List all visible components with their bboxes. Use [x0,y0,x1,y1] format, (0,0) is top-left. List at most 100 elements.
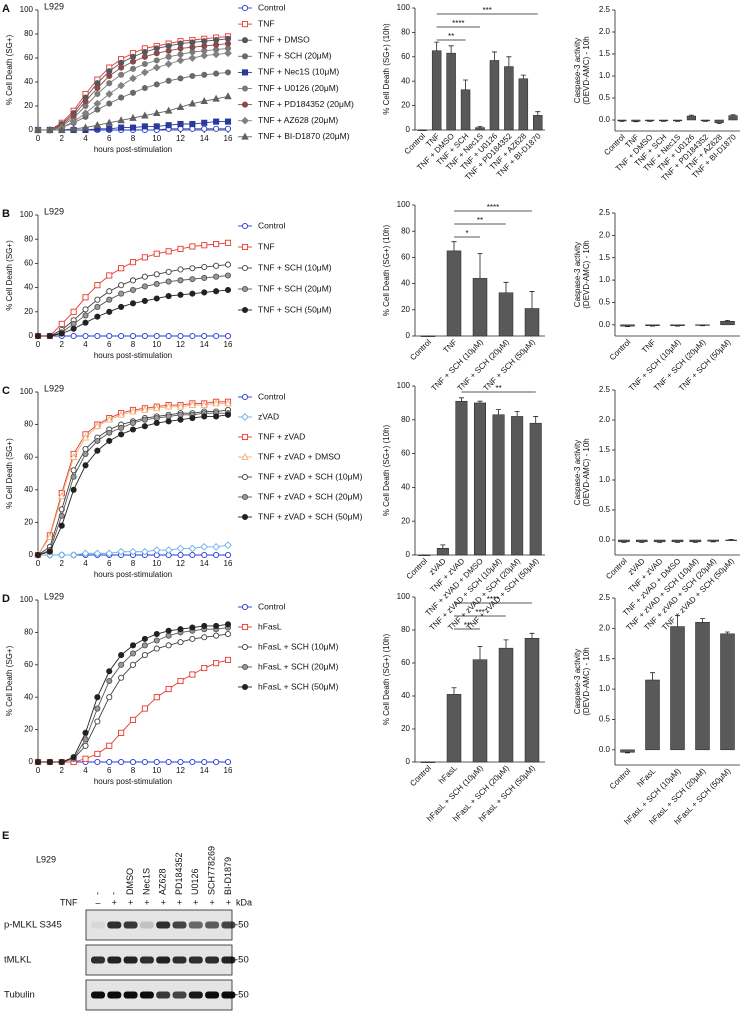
y-tick-label: 0.0 [599,535,611,544]
marker [46,532,54,540]
blot-band [221,991,236,999]
legend-label: TNF + SCH (50μM) [258,304,332,314]
x-tick-label: 12 [176,134,185,143]
blot-band [205,956,220,964]
x-tick-label: 0 [36,766,41,775]
bar [714,119,724,123]
bar [472,278,488,337]
marker [177,639,184,646]
x-tick-label: 10 [152,340,161,349]
marker [129,286,137,294]
y-axis-label: (DEVD-AMC) - 10h [582,647,591,715]
marker [152,546,161,554]
bar [700,119,710,122]
legend-label: TNF + DMSO [258,34,310,44]
legend-marker [241,643,249,651]
lane-label: DMSO [125,868,135,895]
marker [106,677,113,685]
marker [118,652,125,659]
y-tick-label: 2.5 [599,208,611,217]
marker [69,124,78,132]
marker [58,330,65,337]
bar [475,127,485,131]
marker [165,293,172,300]
bar [636,539,648,543]
bar [686,115,696,121]
y-tick-label: 80 [24,628,33,637]
marker [93,549,102,558]
marker [129,113,137,121]
error-bar [688,114,694,117]
x-tick-label: 8 [131,340,136,349]
lane-label: SCH778269 [206,846,216,895]
y-axis-label: Caspase-3 activity [573,38,582,103]
marker [224,656,232,663]
size-marker: -50 [235,990,249,1001]
marker [165,47,172,54]
y-tick-label: 1.0 [599,275,611,284]
significance-label: ** [495,384,501,393]
error-bar [434,41,440,51]
marker [58,522,65,529]
marker [82,450,89,457]
marker [141,547,149,556]
y-tick-label: 0.0 [599,115,611,124]
marker [153,630,160,638]
marker [141,635,148,642]
y-axis-label: % Cell Death (SG+) [5,645,14,716]
bar [489,60,500,131]
marker [189,44,196,51]
marker [141,60,148,68]
marker [176,544,185,553]
marker [105,549,114,558]
y-axis-label: (DEVD-AMC) - 10h [582,36,591,104]
y-tick-label: 100 [397,592,411,601]
marker [129,547,137,556]
marker [201,42,208,50]
marker [94,447,101,454]
marker [141,254,148,261]
legend-label: TNF + SCH (10μM) [258,262,332,272]
marker [224,239,232,246]
significance-label: ** [464,621,470,630]
bar [529,422,542,556]
bar [446,250,462,337]
x-tick-label: 0 [36,134,41,143]
y-axis-label: % Cell Death (SG+) (10h) [382,224,391,316]
blot-band [172,991,187,999]
bar [460,89,471,131]
x-axis-label: hours post-stimulation [94,570,172,579]
marker [188,54,197,62]
marker [94,296,101,303]
bar [645,324,660,326]
panel-letter: C [2,385,10,397]
y-tick-label: 40 [401,483,410,492]
x-tick-label: 2 [60,766,65,775]
lane-label: - [92,892,102,895]
y-axis-label: % Cell Death (SG+) (10h) [382,633,391,725]
blot-band [156,956,171,964]
error-bar [675,541,680,543]
size-marker: -50 [235,920,249,931]
marker [46,758,53,766]
y-tick-label: 80 [401,415,410,424]
blot-band [139,991,154,999]
error-bar [477,400,483,403]
marker [129,259,137,266]
bar [446,52,456,131]
legend-marker [241,53,249,60]
error-bar [448,45,454,54]
marker [57,125,66,133]
marker [153,295,160,302]
marker [224,411,232,418]
error-bar [451,241,457,251]
marker [153,419,160,427]
blot-band [123,991,138,999]
error-bar [728,539,734,540]
marker [176,56,185,65]
significance-label: * [465,229,468,238]
marker [224,272,232,279]
legend-marker [241,413,249,421]
marker [94,90,101,98]
y-tick-label: 1.0 [599,475,611,484]
